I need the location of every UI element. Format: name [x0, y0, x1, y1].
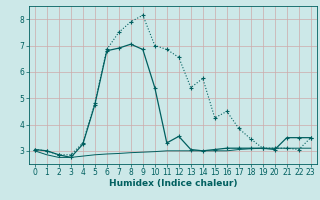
- X-axis label: Humidex (Indice chaleur): Humidex (Indice chaleur): [108, 179, 237, 188]
